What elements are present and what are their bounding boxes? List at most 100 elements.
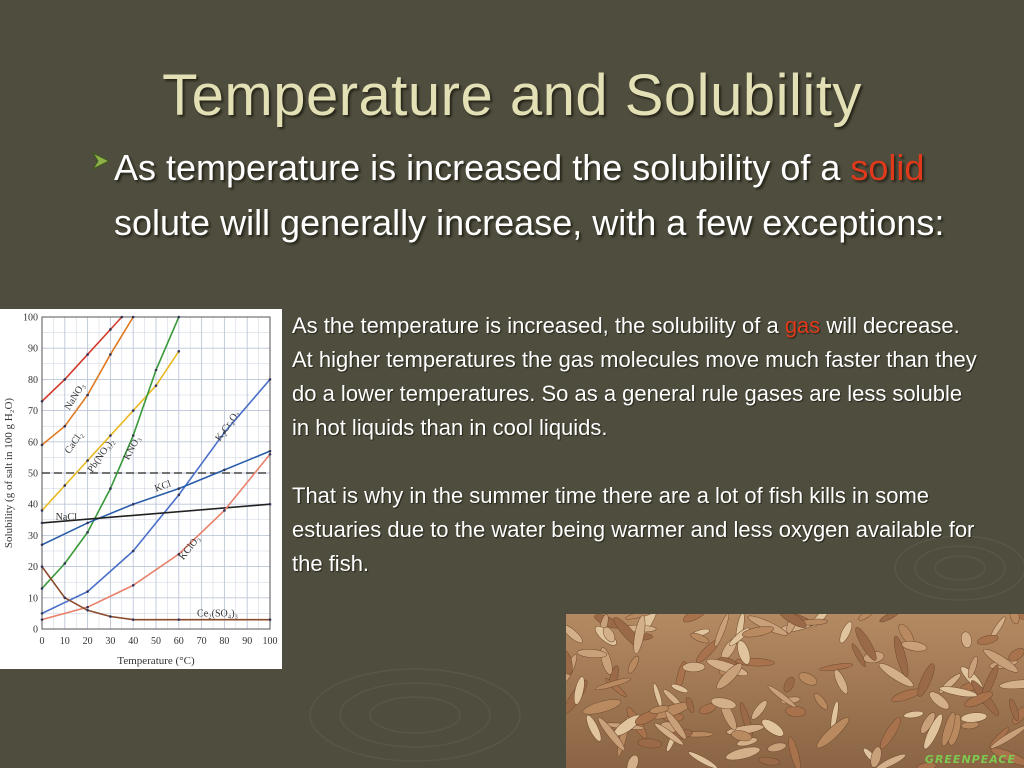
fish-shape [602, 626, 616, 643]
series-point [86, 590, 89, 593]
x-tick-label: 0 [40, 636, 45, 647]
fish-shape [999, 679, 1024, 690]
x-tick-label: 60 [174, 636, 184, 647]
bullet-highlight-solid: solid [850, 147, 925, 188]
series-point [40, 618, 44, 621]
series-point [86, 608, 89, 612]
series-line [42, 503, 270, 524]
series-point [177, 493, 181, 497]
fish-shape [990, 747, 1024, 766]
y-tick-label: 40 [28, 500, 38, 511]
series-point [63, 596, 67, 600]
x-tick-label: 90 [242, 636, 252, 647]
series-point [177, 552, 181, 556]
fish-shape [939, 686, 978, 698]
fish-shape [714, 614, 729, 647]
fish-shape [683, 614, 709, 623]
fish-shape [813, 693, 828, 710]
fish-shape [875, 753, 906, 768]
fish-shape [870, 746, 882, 768]
fish-shape [670, 683, 689, 693]
y-tick-label: 30 [28, 531, 38, 542]
y-axis-label: Solubility (g of salt in 100 g H₂O) [3, 398, 15, 549]
series-point [86, 605, 89, 609]
series-point [177, 315, 181, 319]
fish-shape [761, 719, 784, 737]
series-point [86, 353, 89, 356]
fish-shape [690, 632, 710, 644]
fish-shape [816, 717, 850, 749]
x-tick-label: 50 [151, 636, 161, 647]
series-line [42, 450, 270, 546]
series-label: Ce₂(SO₄)₃ [197, 609, 238, 620]
bullet-text-post: solute will generally increase, with a f… [114, 202, 945, 243]
fish-shape [983, 648, 1019, 673]
y-tick-label: 10 [28, 593, 38, 604]
fish-shape [1009, 698, 1020, 722]
series-label: Pb(NO₃)₂ [86, 437, 117, 475]
fish-shape [878, 663, 914, 688]
fish-shape [633, 615, 646, 654]
y-tick-label: 20 [28, 562, 38, 573]
dead-fish-photo: GREENPEACE [566, 614, 1024, 768]
series-point [131, 434, 135, 437]
fish-shape [839, 621, 853, 644]
series-label: NaNO₃ [63, 381, 88, 412]
fish-shape [798, 672, 818, 686]
y-tick-label: 90 [28, 344, 38, 355]
fish-shape [566, 624, 583, 644]
fish-shape [595, 677, 632, 690]
series-point [131, 502, 135, 506]
series-point [40, 612, 44, 615]
fish-shape [941, 711, 956, 747]
fish-shape [961, 631, 972, 648]
series-point [86, 393, 89, 397]
bullet-text-pre: As temperature is increased the solubili… [114, 147, 851, 188]
series-point [40, 509, 44, 512]
series-point [86, 521, 89, 525]
series-point [268, 449, 272, 453]
series-point [109, 434, 112, 437]
y-tick-label: 50 [28, 469, 38, 480]
series-label: KClO₃ [177, 534, 203, 562]
series-line [42, 453, 270, 621]
fish-shape [597, 717, 625, 751]
fish-shape [929, 691, 950, 710]
series-point [223, 431, 226, 434]
paragraph-gas: As the temperature is increased, the sol… [292, 309, 982, 445]
series-label: NaCl [56, 512, 77, 523]
fish-shape [819, 663, 854, 672]
series-point [131, 409, 135, 412]
series-point [223, 468, 226, 472]
series-point [40, 543, 44, 547]
series-point [268, 452, 272, 456]
series-point [63, 424, 67, 428]
series-label: KCl [153, 478, 173, 494]
fish-shape [741, 626, 775, 638]
fish-shape [685, 697, 695, 713]
y-tick-label: 100 [23, 313, 38, 324]
fish-shape [682, 662, 706, 673]
fish-shape [851, 643, 866, 667]
fish-shape [758, 756, 781, 766]
series-point [268, 502, 272, 506]
series-point [86, 459, 89, 462]
x-tick-label: 40 [128, 636, 138, 647]
fish-shape [855, 627, 877, 661]
fish-shape [916, 762, 937, 768]
fish-shape [716, 663, 743, 690]
slide-title: Temperature and Solubility [162, 63, 862, 128]
series-point [223, 509, 226, 512]
series-point [154, 384, 158, 387]
series-point [268, 378, 272, 381]
fish-shape [990, 725, 1024, 749]
fish-kill-image [566, 614, 1024, 768]
series-point [131, 584, 135, 587]
series-point [120, 315, 124, 319]
series-point [177, 350, 181, 353]
paragraph-fish-kills: That is why in the summer time there are… [292, 483, 975, 576]
solubility-chart: NaNO₃ CaCl₂ Pb(NO₃)₂ KNO₃ K₂Cr₂O₇ KCl NaCl KClO… [0, 309, 282, 669]
y-tick-label: 70 [28, 406, 38, 417]
